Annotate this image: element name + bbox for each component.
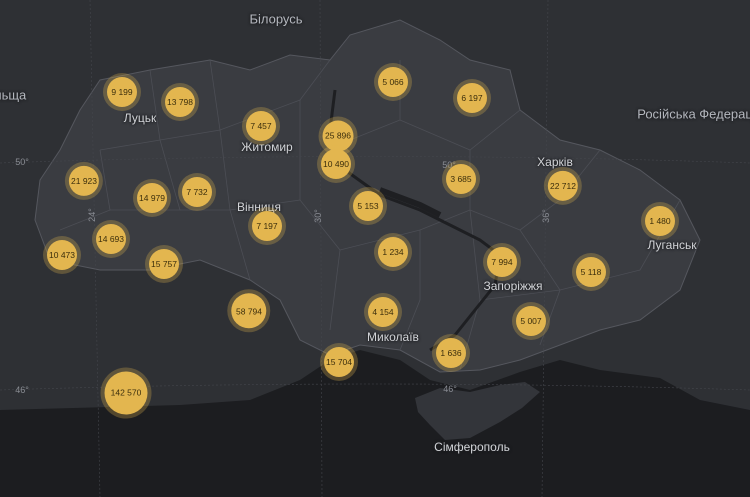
- cluster-marker[interactable]: 14 693: [96, 224, 126, 254]
- cluster-marker[interactable]: 10 473: [47, 240, 77, 270]
- graticule-label-lat-46-east: 46°: [443, 384, 457, 394]
- cluster-marker-count: 15 757: [151, 259, 177, 269]
- city-label-zhytomyr: Житомир: [241, 140, 293, 154]
- graticule-label-lon-36: 36°: [541, 209, 551, 223]
- cluster-marker-count: 1 234: [382, 247, 404, 257]
- cluster-marker[interactable]: 7 457: [246, 111, 276, 141]
- cluster-marker-count: 10 473: [49, 250, 75, 260]
- cluster-marker[interactable]: 1 636: [436, 338, 466, 368]
- cluster-marker[interactable]: 5 118: [576, 257, 606, 287]
- cluster-marker-count: 5 118: [580, 267, 602, 277]
- cluster-marker-count: 7 994: [491, 257, 513, 267]
- cluster-marker[interactable]: 22 712: [547, 170, 579, 202]
- cluster-marker-count: 22 712: [549, 180, 576, 191]
- country-label-belarus: Білорусь: [249, 11, 303, 27]
- cluster-marker-count: 1 636: [440, 348, 462, 358]
- city-label-simferopol: Сімферополь: [434, 440, 510, 454]
- cluster-marker-count: 3 685: [450, 174, 472, 184]
- cluster-marker[interactable]: 142 570: [104, 371, 148, 415]
- cluster-marker[interactable]: 10 490: [321, 149, 351, 179]
- cluster-marker[interactable]: 1 234: [378, 237, 408, 267]
- cluster-marker[interactable]: 9 199: [107, 77, 137, 107]
- cluster-marker-count: 15 704: [326, 357, 352, 367]
- cluster-marker-count: 25 896: [325, 131, 351, 141]
- cluster-marker-count: 58 794: [236, 306, 262, 316]
- cluster-marker[interactable]: 4 154: [368, 297, 398, 327]
- graticule-label-lat-46-west: 46°: [15, 385, 29, 395]
- graticule-label-lon-30: 30°: [313, 209, 323, 223]
- city-label-luhansk: Луганськ: [647, 238, 697, 252]
- cluster-marker-count: 5 066: [382, 77, 404, 87]
- city-label-lutsk: Луцьк: [123, 111, 157, 125]
- cluster-marker[interactable]: 25 896: [322, 120, 354, 152]
- cluster-marker[interactable]: 5 153: [353, 191, 383, 221]
- cluster-marker-count: 14 693: [98, 234, 124, 244]
- cluster-marker-count: 7 732: [186, 187, 208, 197]
- cluster-marker[interactable]: 14 979: [137, 183, 167, 213]
- cluster-marker-count: 5 153: [357, 201, 379, 211]
- cluster-marker[interactable]: 15 704: [324, 347, 354, 377]
- city-label-zaporizhzhia: Запоріжжя: [483, 279, 543, 293]
- cluster-marker[interactable]: 6 197: [457, 83, 487, 113]
- cluster-marker-count: 21 923: [71, 176, 97, 186]
- city-label-mykolaiv: Миколаїв: [367, 330, 419, 344]
- graticule-label-lon-24: 24°: [87, 208, 97, 222]
- cluster-marker[interactable]: 1 480: [645, 206, 675, 236]
- cluster-marker-count: 14 979: [139, 193, 165, 203]
- cluster-marker-count: 10 490: [323, 159, 349, 169]
- country-label-russia: Російська Федерація: [637, 106, 750, 122]
- cluster-marker[interactable]: 7 732: [182, 177, 212, 207]
- country-label-poland: Польща: [0, 87, 27, 103]
- cluster-marker[interactable]: 15 757: [149, 249, 179, 279]
- cluster-marker-count: 7 457: [250, 121, 272, 131]
- cluster-marker[interactable]: 7 197: [252, 211, 282, 241]
- cluster-marker[interactable]: 7 994: [487, 247, 517, 277]
- cluster-marker[interactable]: 5 066: [378, 67, 408, 97]
- city-label-kharkiv: Харків: [537, 155, 573, 169]
- cluster-marker-count: 6 197: [461, 93, 483, 103]
- cluster-marker-count: 13 798: [167, 97, 193, 107]
- cluster-marker-count: 1 480: [649, 216, 671, 226]
- cluster-marker[interactable]: 21 923: [68, 165, 100, 197]
- cluster-marker-count: 9 199: [111, 87, 133, 97]
- cluster-marker-count: 4 154: [372, 307, 394, 317]
- cluster-marker[interactable]: 13 798: [165, 87, 195, 117]
- cluster-marker-count: 7 197: [256, 221, 278, 231]
- cluster-marker[interactable]: 3 685: [446, 164, 476, 194]
- cluster-marker[interactable]: 5 007: [516, 306, 546, 336]
- cluster-marker-count: 5 007: [520, 316, 542, 326]
- cluster-marker-count: 142 570: [110, 388, 142, 398]
- city-label-vinnytsia: Вінниця: [237, 200, 281, 214]
- graticule-label-lat-50-west: 50°: [15, 157, 29, 167]
- cluster-marker[interactable]: 58 794: [231, 293, 267, 329]
- graticule-label-lat-50-east: 50°: [442, 160, 456, 170]
